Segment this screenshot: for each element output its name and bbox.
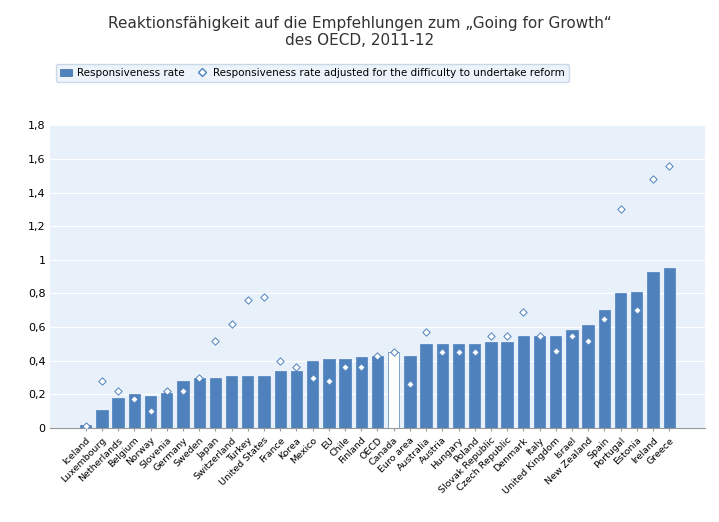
Bar (567, 330, 577, 428)
Bar (453, 344, 464, 428)
Bar (210, 377, 221, 428)
Bar (534, 336, 545, 428)
Point (178, 387, 189, 395)
Point (469, 348, 480, 357)
Text: Reaktionsfähigkeit auf die Empfehlungen zum „Going for Growth“
des OECD, 2011-12: Reaktionsfähigkeit auf die Empfehlungen … (108, 16, 611, 48)
Point (307, 373, 319, 382)
Bar (307, 361, 319, 428)
Bar (501, 342, 513, 428)
Point (242, 296, 254, 304)
Point (631, 306, 643, 314)
Legend: Responsiveness rate, Responsiveness rate adjusted for the difficulty to undertak: Responsiveness rate, Responsiveness rate… (55, 64, 569, 82)
Point (582, 336, 594, 345)
Point (501, 331, 513, 340)
Point (210, 336, 221, 345)
Bar (129, 395, 140, 428)
Bar (96, 410, 108, 428)
Bar (161, 393, 173, 428)
Bar (421, 344, 432, 428)
Point (80, 422, 91, 431)
Point (421, 328, 432, 336)
Bar (258, 376, 270, 428)
Bar (631, 292, 643, 428)
Point (145, 407, 156, 416)
Bar (582, 325, 594, 428)
Bar (664, 268, 675, 428)
Bar (242, 376, 254, 428)
Point (112, 387, 124, 395)
Point (275, 357, 286, 365)
Bar (436, 344, 448, 428)
Bar (388, 352, 399, 428)
Point (339, 363, 351, 372)
Bar (145, 396, 156, 428)
Point (258, 293, 270, 301)
Point (226, 319, 237, 328)
Point (664, 161, 675, 170)
Point (161, 387, 173, 395)
Bar (469, 344, 480, 428)
Point (615, 205, 626, 213)
Bar (599, 310, 610, 428)
Point (647, 175, 659, 183)
Point (129, 395, 140, 404)
Bar (290, 371, 302, 428)
Point (533, 331, 545, 340)
Bar (80, 425, 91, 428)
Point (372, 351, 383, 360)
Bar (615, 293, 626, 428)
Bar (193, 377, 205, 428)
Bar (485, 342, 497, 428)
Point (599, 315, 610, 323)
Bar (647, 271, 659, 428)
Point (566, 331, 577, 340)
Point (436, 348, 448, 357)
Bar (550, 336, 562, 428)
Bar (323, 359, 334, 428)
Point (485, 331, 497, 340)
Bar (112, 398, 124, 428)
Point (355, 363, 367, 372)
Bar (372, 355, 383, 428)
Bar (356, 358, 367, 428)
Point (550, 347, 562, 355)
Bar (518, 336, 529, 428)
Point (404, 380, 416, 388)
Point (193, 373, 205, 382)
Point (453, 348, 464, 357)
Bar (275, 371, 286, 428)
Bar (339, 359, 351, 428)
Bar (226, 376, 237, 428)
Bar (404, 355, 416, 428)
Point (96, 377, 108, 385)
Point (323, 377, 334, 385)
Point (388, 348, 400, 357)
Point (290, 363, 302, 372)
Bar (178, 381, 188, 428)
Point (518, 308, 529, 316)
